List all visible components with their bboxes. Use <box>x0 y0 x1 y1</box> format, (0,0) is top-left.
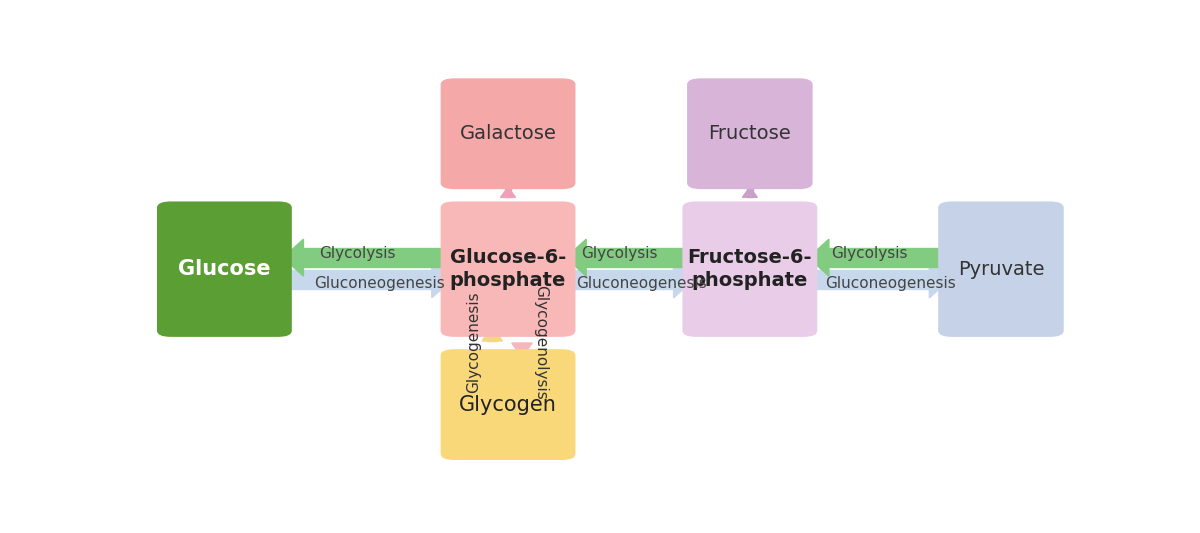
FancyBboxPatch shape <box>440 78 576 189</box>
Polygon shape <box>809 270 929 289</box>
Text: Glycogen: Glycogen <box>460 394 557 415</box>
Polygon shape <box>586 248 697 267</box>
Text: Gluconeogenesis: Gluconeogenesis <box>576 276 707 291</box>
Polygon shape <box>673 261 694 298</box>
FancyBboxPatch shape <box>440 201 576 337</box>
Text: Glycogenolysis: Glycogenolysis <box>533 285 547 399</box>
FancyBboxPatch shape <box>683 201 817 337</box>
Text: Glucose-6-
phosphate: Glucose-6- phosphate <box>450 248 566 290</box>
Polygon shape <box>743 187 757 197</box>
Polygon shape <box>283 270 432 289</box>
Polygon shape <box>283 239 304 276</box>
Text: Glucose: Glucose <box>178 259 271 279</box>
Text: Glycolysis: Glycolysis <box>830 246 907 261</box>
FancyBboxPatch shape <box>157 201 292 337</box>
Text: Fructose: Fructose <box>708 124 791 143</box>
Polygon shape <box>565 239 586 276</box>
Polygon shape <box>500 187 516 197</box>
Text: Fructose-6-
phosphate: Fructose-6- phosphate <box>688 248 812 290</box>
Polygon shape <box>829 248 952 267</box>
Text: Gluconeogenesis: Gluconeogenesis <box>824 276 955 291</box>
Text: Galactose: Galactose <box>460 124 557 143</box>
FancyBboxPatch shape <box>938 201 1063 337</box>
Polygon shape <box>432 261 452 298</box>
Polygon shape <box>565 270 673 289</box>
Polygon shape <box>929 261 950 298</box>
Polygon shape <box>517 343 527 356</box>
Polygon shape <box>304 248 455 267</box>
Polygon shape <box>487 329 497 341</box>
Polygon shape <box>511 343 533 358</box>
Polygon shape <box>482 327 503 341</box>
Polygon shape <box>746 183 754 197</box>
Text: Glycogenesis: Glycogenesis <box>467 291 481 393</box>
Text: Glycolysis: Glycolysis <box>581 246 658 261</box>
Polygon shape <box>505 183 511 197</box>
FancyBboxPatch shape <box>688 78 812 189</box>
Text: Pyruvate: Pyruvate <box>958 260 1044 279</box>
Polygon shape <box>809 239 829 276</box>
Text: Gluconeogenesis: Gluconeogenesis <box>314 276 445 291</box>
FancyBboxPatch shape <box>440 349 576 460</box>
Text: Glycolysis: Glycolysis <box>319 246 396 261</box>
